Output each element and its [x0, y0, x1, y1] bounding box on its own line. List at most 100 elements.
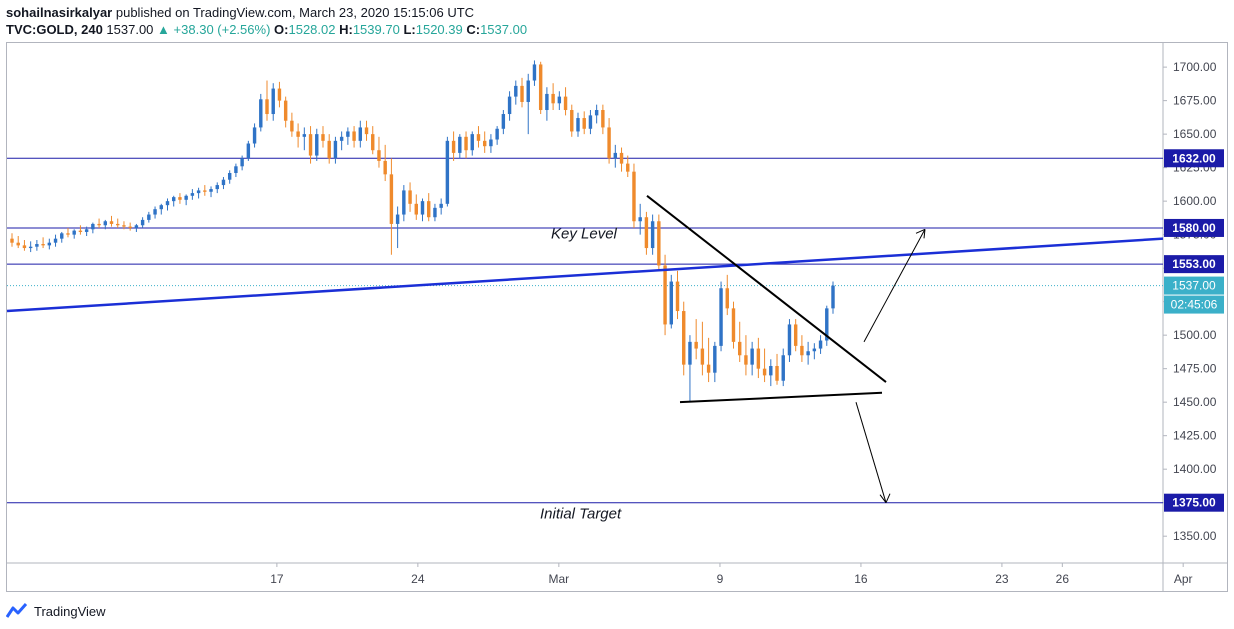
- last-price-label: 1537.00: [1172, 279, 1216, 293]
- candle-body: [333, 140, 338, 159]
- candle-body: [601, 110, 605, 128]
- level-price-label: 1632.00: [1172, 151, 1216, 165]
- chart-frame[interactable]: [6, 42, 1228, 592]
- candle-body: [227, 173, 232, 180]
- countdown-tag: [1164, 295, 1224, 314]
- candle-body: [682, 311, 686, 365]
- level-price-label: 1580.00: [1172, 221, 1216, 235]
- candle-body: [557, 96, 562, 104]
- candle-body: [35, 244, 39, 247]
- candle-body: [28, 246, 33, 249]
- y-tick-label: 1425.00: [1173, 429, 1217, 443]
- candle-body: [607, 127, 611, 159]
- candle-body: [53, 238, 58, 243]
- candle-body: [650, 221, 655, 249]
- candle-body: [675, 281, 680, 312]
- bullish-arrow-head-icon: [915, 228, 926, 239]
- candle-body: [383, 160, 387, 175]
- candle-body: [501, 114, 506, 129]
- low-label: L:: [403, 22, 416, 37]
- x-tick-label: 26: [1056, 572, 1070, 586]
- candle-body: [800, 345, 804, 356]
- y-tick-label: 1350.00: [1173, 529, 1217, 543]
- triangle-lower-line: [679, 391, 883, 404]
- candle-body: [196, 190, 201, 194]
- published-info: published on TradingView.com, March 23, …: [115, 5, 475, 20]
- candle-body: [159, 205, 163, 210]
- candle-body: [346, 131, 350, 137]
- y-tick-label: 1675.00: [1173, 94, 1217, 108]
- candle-body: [563, 96, 568, 111]
- candle-body: [613, 152, 618, 159]
- candle-body: [41, 244, 45, 246]
- high-label: H:: [339, 22, 353, 37]
- candle-body: [787, 324, 792, 356]
- level-price-tag: [1164, 218, 1224, 237]
- close-value: 1537.00: [480, 22, 528, 37]
- y-tick-label: 1450.00: [1173, 395, 1217, 409]
- trend-line: [6, 237, 1164, 313]
- candle-body: [302, 134, 307, 137]
- candle-body: [439, 203, 443, 208]
- candle-body: [775, 365, 779, 381]
- symbol-label: TVC:GOLD, 240: [6, 22, 103, 37]
- candle-body: [713, 345, 717, 373]
- candle-body: [78, 230, 83, 232]
- candle-body: [352, 131, 356, 141]
- candle-body: [526, 80, 530, 102]
- candle-body: [265, 99, 269, 115]
- candle-body: [408, 190, 412, 204]
- candle-body: [545, 93, 549, 111]
- candle-body: [594, 110, 599, 116]
- candle-body: [153, 209, 157, 215]
- brand-name[interactable]: TradingView: [34, 603, 106, 619]
- candle-body: [495, 128, 499, 140]
- candle-body: [688, 341, 692, 365]
- x-tick-label: 16: [854, 572, 868, 586]
- bearish-arrow-head-icon: [879, 493, 891, 503]
- candle-body: [116, 223, 120, 226]
- change-arrow-icon: ▲: [157, 22, 170, 37]
- candle-body: [445, 140, 450, 204]
- low-value: 1520.39: [415, 22, 463, 37]
- candle-body: [252, 127, 257, 144]
- candle-body: [140, 219, 145, 226]
- candle-body: [638, 217, 642, 222]
- candle-body: [103, 221, 108, 226]
- candle-body: [315, 134, 319, 156]
- y-tick-label: 1400.00: [1173, 462, 1217, 476]
- candle-body: [769, 365, 773, 376]
- candle-body: [184, 195, 188, 200]
- author-name[interactable]: sohailnasirkalyar: [6, 5, 113, 20]
- candle-body: [16, 242, 20, 246]
- candle-body: [744, 355, 748, 365]
- tradingview-logo-icon[interactable]: [6, 602, 28, 620]
- candle-body: [84, 229, 89, 232]
- candle-body: [339, 136, 344, 141]
- candle-body: [781, 355, 785, 381]
- candle-body: [371, 134, 375, 151]
- candle-body: [725, 288, 729, 309]
- candle-body: [296, 131, 300, 137]
- candle-body: [47, 242, 52, 246]
- candle-body: [644, 217, 649, 249]
- candle-body: [706, 364, 711, 373]
- candle-body: [147, 214, 151, 220]
- candle-body: [10, 238, 14, 243]
- candle-body: [831, 285, 835, 309]
- level-price-tag: [1164, 149, 1224, 168]
- candle-body: [165, 201, 170, 206]
- candle-body: [377, 150, 381, 161]
- candle-body: [427, 201, 431, 218]
- candle-body: [327, 140, 331, 159]
- level-price-tag: [1164, 255, 1224, 274]
- y-tick-label: 1500.00: [1173, 328, 1217, 342]
- candle-body: [700, 348, 705, 365]
- candle-body: [793, 324, 798, 346]
- candle-body: [458, 136, 462, 153]
- candle-body: [737, 341, 742, 356]
- chart-header: sohailnasirkalyar published on TradingVi…: [6, 4, 1226, 40]
- candle-body: [134, 225, 139, 228]
- key-level-annotation: Key Level: [551, 226, 618, 243]
